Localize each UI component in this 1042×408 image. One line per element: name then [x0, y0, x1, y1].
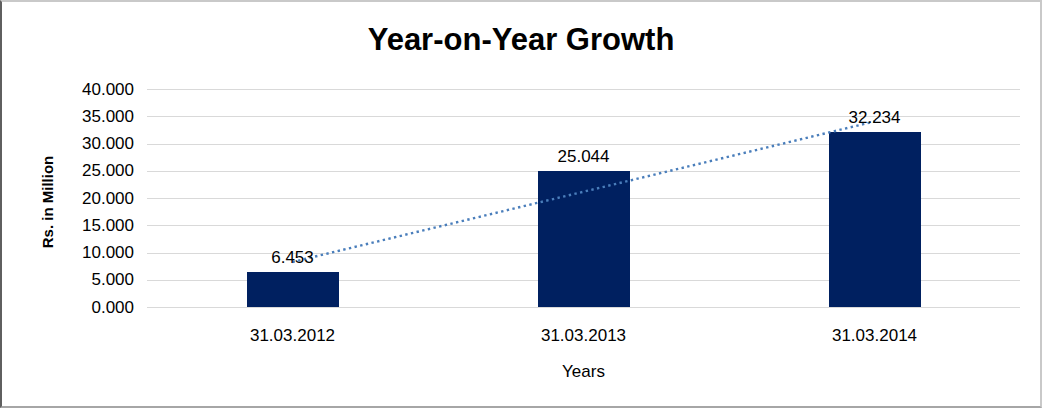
chart-container: Year-on-Year Growth Rs. in Million Years…: [0, 0, 1042, 408]
bar-value-label: 6.453: [233, 248, 353, 268]
bar-value-label: 25.044: [524, 147, 644, 167]
trendline-dotted-line: [293, 121, 875, 262]
bar-value-label: 32.234: [815, 108, 935, 128]
trendline: [2, 2, 1042, 408]
